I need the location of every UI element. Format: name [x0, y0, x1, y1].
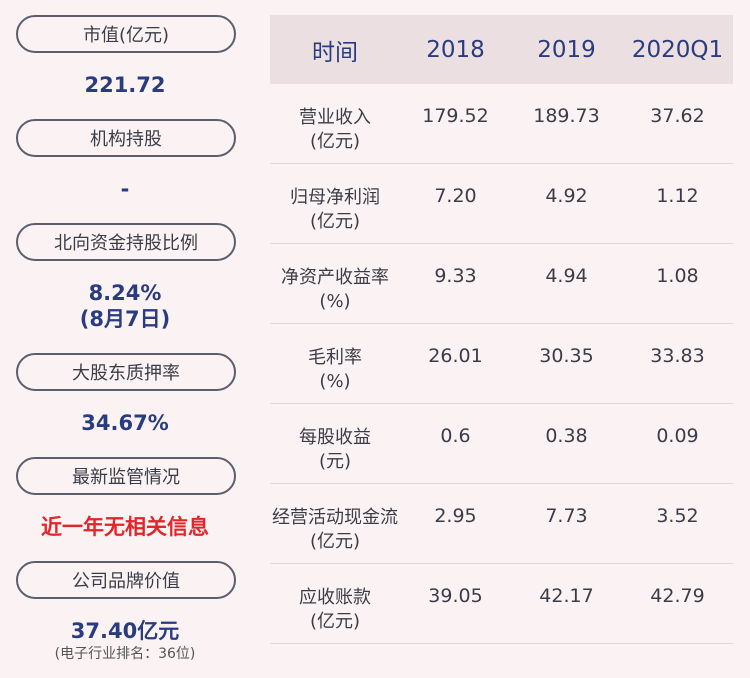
row-label: 应收账款 (亿元): [270, 564, 400, 634]
cell-value: 4.94: [545, 265, 588, 287]
header-2019: 2019: [537, 36, 596, 63]
row-unit: (元): [318, 451, 352, 472]
cell-value: 189.73: [533, 105, 600, 127]
header-time: 时间: [312, 39, 358, 66]
row-unit: (%): [319, 291, 351, 312]
header-2018: 2018: [426, 36, 485, 63]
northbound-ratio-date: (8月7日): [79, 307, 171, 331]
cell-value: 1.08: [656, 265, 699, 287]
row-name: 营业收入: [299, 107, 371, 128]
brand-value-label: 公司品牌价值: [16, 561, 236, 599]
cell-value: 0.09: [656, 425, 699, 447]
cell-value: 7.20: [434, 185, 477, 207]
row-unit: (%): [319, 371, 351, 392]
institutional-holding-label: 机构持股: [16, 119, 236, 157]
header-2020q1: 2020Q1: [631, 36, 724, 63]
cell-value: 2.95: [434, 505, 477, 527]
row-name: 经营活动现金流: [272, 507, 398, 528]
row-label: 每股收益 (元): [270, 404, 400, 474]
pledge-ratio-label: 大股东质押率: [16, 353, 236, 391]
pledge-ratio-value: 34.67%: [81, 411, 169, 435]
row-label: 毛利率 (%): [270, 324, 400, 394]
table-row: 应收账款 (亿元) 39.05 42.17 42.79: [270, 564, 733, 644]
cell-value: 33.83: [650, 345, 705, 367]
regulation-value: 近一年无相关信息: [41, 515, 209, 539]
cell-value: 1.12: [656, 185, 699, 207]
cell-value: 26.01: [428, 345, 483, 367]
row-name: 应收账款: [299, 587, 371, 608]
row-name: 毛利率: [308, 347, 362, 368]
cell-value: 0.38: [545, 425, 588, 447]
market-cap-label: 市值(亿元): [16, 15, 236, 53]
northbound-ratio-value: 8.24%: [88, 281, 162, 305]
table-row: 净资产收益率 (%) 9.33 4.94 1.08: [270, 244, 733, 324]
regulation-label: 最新监管情况: [16, 457, 236, 495]
institutional-holding-value: -: [120, 177, 130, 201]
table-row: 毛利率 (%) 26.01 30.35 33.83: [270, 324, 733, 404]
cell-value: 3.52: [656, 505, 699, 527]
row-label: 经营活动现金流 (亿元): [270, 484, 400, 554]
table-row: 经营活动现金流 (亿元) 2.95 7.73 3.52: [270, 484, 733, 564]
northbound-ratio-label: 北向资金持股比例: [16, 223, 236, 261]
cell-value: 0.6: [440, 425, 471, 447]
row-unit: (亿元): [309, 611, 361, 632]
row-label: 营业收入 (亿元): [270, 84, 400, 154]
row-unit: (亿元): [309, 131, 361, 152]
cell-value: 39.05: [428, 585, 483, 607]
table-row: 每股收益 (元) 0.6 0.38 0.09: [270, 404, 733, 484]
table-row: 归母净利润 (亿元) 7.20 4.92 1.12: [270, 164, 733, 244]
market-cap-value: 221.72: [84, 73, 166, 97]
cell-value: 7.73: [545, 505, 588, 527]
financial-table: 时间 2018 2019 2020Q1 营业收入 (亿元) 179.52 189.…: [270, 15, 733, 644]
row-name: 净资产收益率: [281, 267, 389, 288]
cell-value: 42.17: [539, 585, 594, 607]
row-unit: (亿元): [309, 531, 361, 552]
left-panel: 市值(亿元) 221.72 机构持股 - 北向资金持股比例 8.24% (8月7…: [0, 0, 250, 678]
row-unit: (亿元): [309, 211, 361, 232]
row-label: 净资产收益率 (%): [270, 244, 400, 314]
row-name: 归母净利润: [290, 187, 380, 208]
cell-value: 4.92: [545, 185, 588, 207]
row-label: 归母净利润 (亿元): [270, 164, 400, 234]
brand-value-value: 37.40亿元: [70, 619, 180, 643]
cell-value: 30.35: [539, 345, 594, 367]
table-row: 营业收入 (亿元) 179.52 189.73 37.62: [270, 84, 733, 164]
cell-value: 9.33: [434, 265, 477, 287]
cell-value: 37.62: [650, 105, 705, 127]
table-header: 时间 2018 2019 2020Q1: [270, 15, 733, 84]
cell-value: 179.52: [422, 105, 489, 127]
cell-value: 42.79: [650, 585, 705, 607]
row-name: 每股收益: [299, 427, 371, 448]
brand-value-rank: (电子行业排名：36位): [54, 646, 196, 662]
